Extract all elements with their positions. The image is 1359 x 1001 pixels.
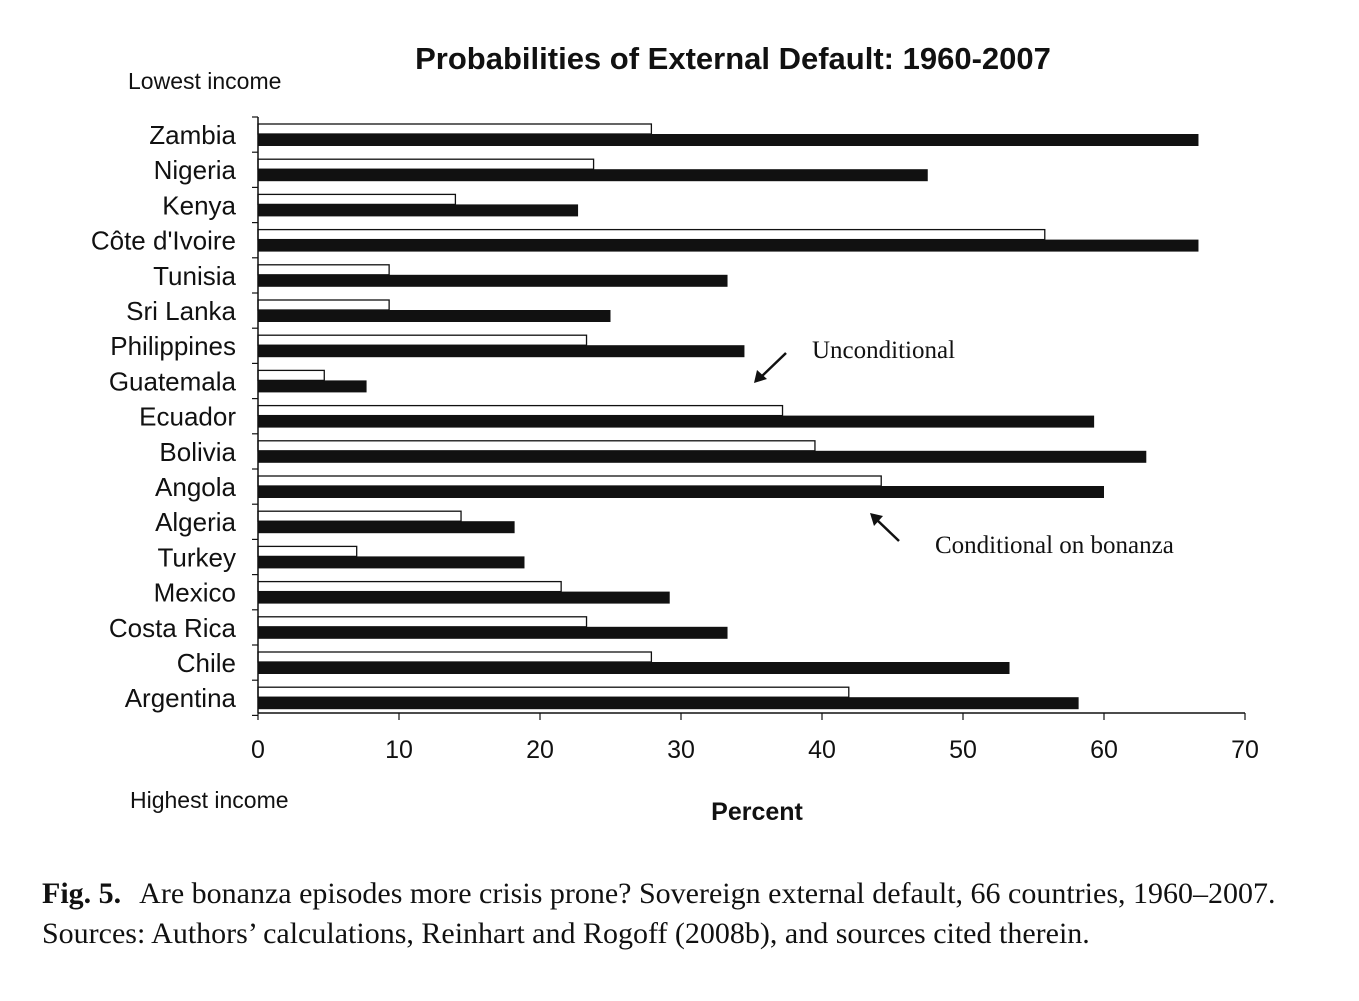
x-tick-label-30: 30: [667, 736, 695, 764]
legend-arrow-conditional: [875, 518, 900, 542]
bar-unconditional-algeria: [257, 510, 462, 522]
bar-unconditional-ecuador: [257, 404, 784, 417]
category-label-mexico: Mexico: [154, 578, 236, 608]
bar-unconditional-costa-rica: [257, 616, 588, 628]
bar-conditional-bolivia: [258, 450, 1147, 463]
bar-conditional-turkey: [258, 556, 525, 569]
legend-arrowhead-unconditional: [754, 370, 767, 383]
bar-conditional-guatemala: [258, 380, 367, 393]
category-label-bolivia: Bolivia: [159, 437, 236, 467]
category-label-kenya: Kenya: [162, 190, 236, 220]
bar-conditional-mexico: [258, 591, 670, 604]
bar-unconditional-philippines: [257, 334, 588, 346]
figure-caption-text: Are bonanza episodes more crisis prone? …: [42, 877, 1276, 950]
bar-unconditional-guatemala: [257, 369, 325, 382]
bar-unconditional-argentina: [257, 686, 850, 698]
bar-unconditional-tunisia: [257, 264, 390, 276]
category-label-angola: Angola: [155, 472, 236, 502]
category-label-chile: Chile: [177, 648, 236, 678]
category-label-tunisia: Tunisia: [153, 261, 236, 291]
figure-caption: Fig. 5. Are bonanza episodes more crisis …: [42, 874, 1312, 954]
bar-conditional-algeria: [258, 521, 515, 534]
x-tick-label-40: 40: [808, 736, 836, 764]
bar-unconditional-angola: [257, 475, 882, 487]
legend-conditional: Conditional on bonanza: [870, 513, 1174, 559]
bar-unconditional-sri-lanka: [257, 299, 390, 311]
bar-unconditional-bolivia: [257, 440, 816, 452]
x-tick-label-60: 60: [1090, 736, 1118, 764]
category-label-guatemala: Guatemala: [109, 366, 237, 396]
x-tick-label-0: 0: [251, 736, 265, 764]
bar-unconditional-kenya: [257, 193, 457, 206]
x-tick-label-70: 70: [1231, 736, 1259, 764]
legend-label-conditional: Conditional on bonanza: [935, 532, 1174, 559]
bar-conditional-kenya: [258, 204, 579, 217]
legend-arrowhead-conditional: [870, 513, 883, 526]
bar-conditional-tunisia: [258, 274, 728, 287]
bar-conditional-philippines: [258, 345, 745, 358]
category-label-nigeria: Nigeria: [154, 155, 237, 185]
bar-unconditional-chile: [257, 651, 653, 663]
category-label-argentina: Argentina: [125, 683, 237, 713]
category-label-costa-rica: Costa Rica: [109, 613, 237, 643]
legend-arrow-unconditional: [759, 352, 787, 379]
highest-income-note: Highest income: [130, 787, 289, 813]
category-label-sri-lanka: Sri Lanka: [126, 296, 236, 326]
x-axis-label: Percent: [711, 798, 803, 826]
bar-chart: Probabilities of External Default: 1960-…: [91, 41, 1259, 826]
bar-unconditional-turkey: [257, 545, 358, 558]
category-label-algeria: Algeria: [155, 507, 236, 537]
category-label-cote-d-ivoire: Côte d'Ivoire: [91, 226, 236, 256]
category-label-zambia: Zambia: [149, 120, 236, 150]
bar-conditional-zambia: [258, 134, 1199, 146]
category-label-ecuador: Ecuador: [139, 402, 236, 432]
axes-group: 0 10 20 30 40 50 60 70: [251, 116, 1259, 764]
chart-title: Probabilities of External Default: 1960-…: [415, 41, 1051, 76]
lowest-income-note: Lowest income: [128, 68, 281, 94]
bar-conditional-argentina: [258, 697, 1079, 710]
bar-conditional-ecuador: [258, 415, 1095, 428]
legend-unconditional: Unconditional: [754, 337, 955, 383]
x-tick-label-50: 50: [949, 736, 977, 764]
x-tick-label-10: 10: [385, 736, 413, 764]
bars-group: [257, 123, 1199, 710]
bar-conditional-sri-lanka: [258, 310, 611, 322]
legend-label-unconditional: Unconditional: [812, 337, 955, 364]
bar-unconditional-zambia: [257, 123, 653, 135]
x-tick-label-20: 20: [526, 736, 554, 764]
category-labels: Zambia Nigeria Kenya Côte d'Ivoire Tunisia Sr…: [91, 120, 237, 713]
bar-conditional-chile: [258, 662, 1010, 674]
bar-conditional-costa-rica: [258, 626, 728, 639]
bar-conditional-nigeria: [258, 169, 928, 182]
category-label-turkey: Turkey: [158, 542, 237, 572]
figure-label: Fig. 5.: [42, 877, 122, 910]
bar-conditional-cote-d-ivoire: [258, 239, 1199, 252]
bar-unconditional-mexico: [257, 580, 562, 593]
category-label-philippines: Philippines: [110, 331, 236, 361]
bar-unconditional-cote-d-ivoire: [257, 228, 1046, 241]
bar-conditional-angola: [258, 486, 1104, 498]
bar-unconditional-nigeria: [257, 158, 595, 170]
